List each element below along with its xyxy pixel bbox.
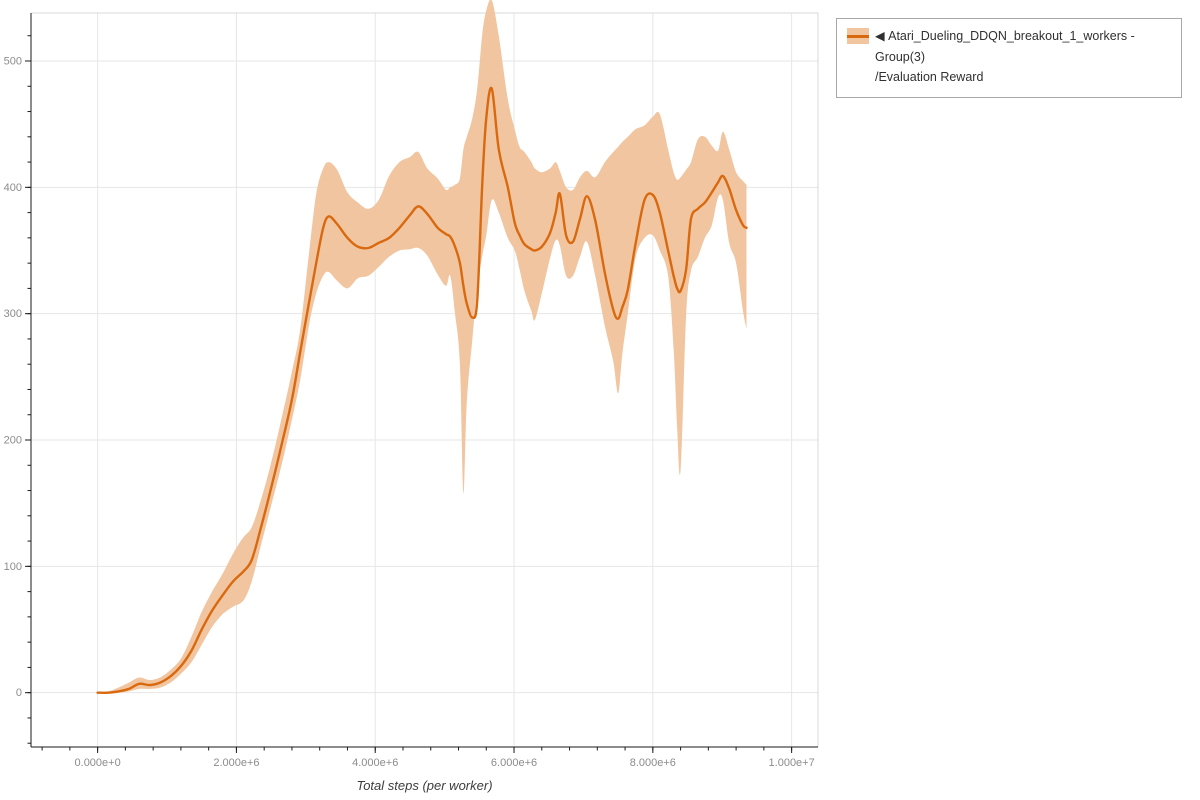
y-tick-label: 300 bbox=[4, 308, 22, 320]
x-axis-label: Total steps (per worker) bbox=[356, 778, 493, 793]
series-line-swatch-icon bbox=[847, 35, 869, 38]
x-tick-label: 6.000e+6 bbox=[491, 757, 537, 769]
y-tick-label: 0 bbox=[16, 687, 22, 699]
series-name: Atari_Dueling_DDQN_breakout_1_workers - … bbox=[875, 29, 1135, 64]
legend[interactable]: ◀ Atari_Dueling_DDQN_breakout_1_workers … bbox=[836, 18, 1182, 98]
x-tick-label: 0.000e+0 bbox=[75, 757, 121, 769]
x-tick-label: 2.000e+6 bbox=[213, 757, 259, 769]
y-tick-label: 500 bbox=[4, 56, 22, 68]
x-tick-label: 8.000e+6 bbox=[630, 757, 676, 769]
legend-label-line1: ◀ Atari_Dueling_DDQN_breakout_1_workers … bbox=[875, 26, 1171, 67]
y-tick-label: 200 bbox=[4, 435, 22, 447]
series-band-swatch-icon bbox=[847, 28, 869, 44]
confidence-band bbox=[97, 0, 747, 693]
y-tick-label: 100 bbox=[4, 561, 22, 573]
mean-reward-line bbox=[96, 86, 748, 694]
legend-entry[interactable]: ◀ Atari_Dueling_DDQN_breakout_1_workers … bbox=[847, 26, 1171, 67]
x-tick-label: 1.000e+7 bbox=[769, 757, 815, 769]
x-tick-label: 4.000e+6 bbox=[352, 757, 398, 769]
y-tick-label: 400 bbox=[4, 182, 22, 194]
legend-label-line2: /Evaluation Reward bbox=[875, 70, 984, 85]
collapse-triangle-icon[interactable]: ◀ bbox=[875, 29, 885, 43]
